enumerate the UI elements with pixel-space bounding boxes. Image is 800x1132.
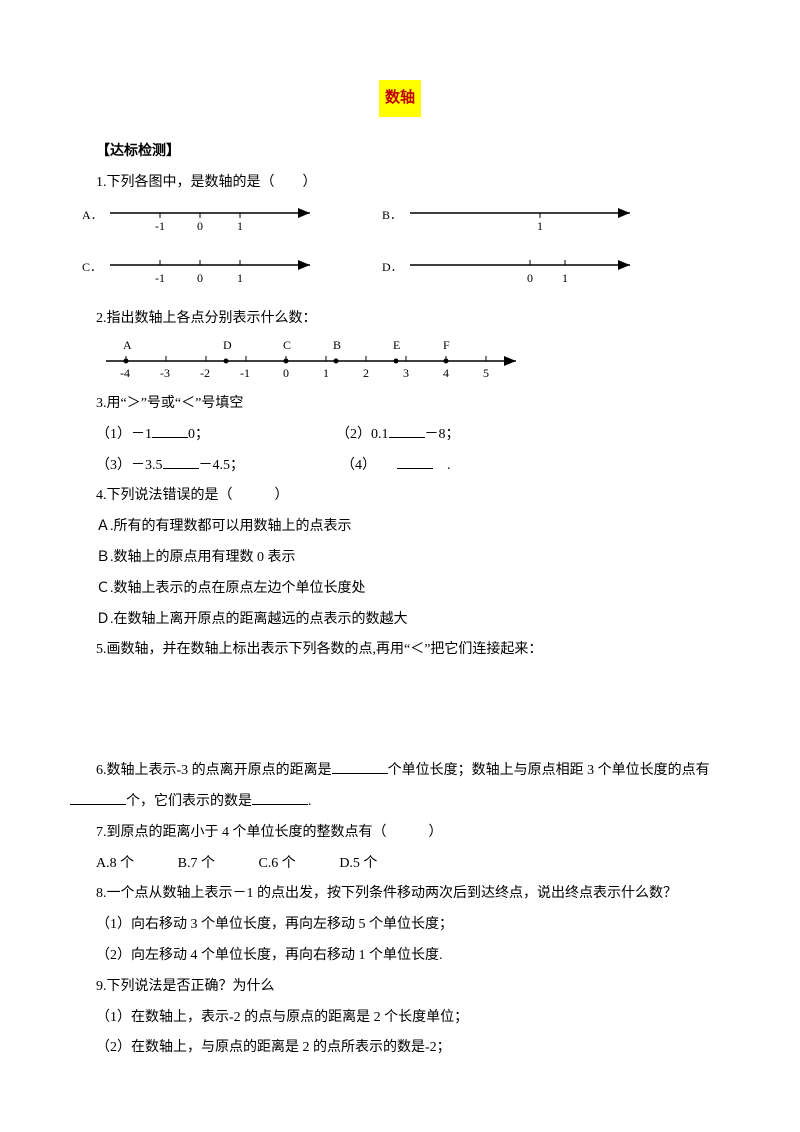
q9-text: 9.下列说法是否正确？为什么 (96, 972, 730, 1003)
q3-p3b: －4.5； (199, 458, 245, 473)
q4-C: Ｃ.数轴上表示的点在原点左边个单位长度处 (96, 574, 730, 605)
q6-line2: 个，它们表示的数是. (70, 787, 730, 818)
opt-B-label: B． (382, 208, 402, 222)
q1-fig-C: C． -1 0 1 (80, 251, 380, 300)
q7-B: B.7 个 (178, 849, 215, 880)
q7-options: A.8 个 B.7 个 C.6 个 D.5 个 (96, 849, 730, 880)
q3-p2a: （2）0.1 (336, 427, 389, 442)
q2-fig: -4 -3 -2 -1 0 1 2 3 4 5 A D C B E F (96, 335, 730, 385)
svg-text:1: 1 (562, 271, 568, 285)
svg-text:1: 1 (537, 219, 543, 233)
svg-text:E: E (393, 338, 400, 352)
svg-text:D: D (223, 338, 232, 352)
svg-text:3: 3 (403, 366, 409, 380)
svg-text:2: 2 (363, 366, 369, 380)
blank[interactable] (332, 759, 388, 774)
svg-text:5: 5 (483, 366, 489, 380)
svg-text:B: B (333, 338, 341, 352)
svg-text:0: 0 (527, 271, 533, 285)
q7-D: D.5 个 (339, 849, 377, 880)
q3-p4a: （4） (341, 458, 369, 473)
svg-text:1: 1 (237, 271, 243, 285)
page: 数轴 【达标检测】 1.下列各图中，是数轴的是（ ） A． -1 0 1 B． (0, 0, 800, 1104)
blank[interactable] (389, 423, 425, 438)
page-title: 数轴 (379, 80, 421, 117)
q4-B: Ｂ.数轴上的原点用有理数 0 表示 (96, 543, 730, 574)
title-wrap: 数轴 (70, 80, 730, 117)
q1-fig-B: B． 1 (380, 199, 680, 248)
svg-text:0: 0 (197, 271, 203, 285)
q3-p1b: 0； (188, 427, 209, 442)
q4-A: Ａ.所有的有理数都可以用数轴上的点表示 (96, 512, 730, 543)
opt-A-label: A． (82, 208, 103, 222)
q1-fig-row-2: C． -1 0 1 D． 0 1 (80, 251, 730, 300)
blank-space (70, 666, 730, 756)
q6-line1: 6.数轴上表示-3 的点离开原点的距离是 个单位长度；数轴上与原点相距 3 个单位… (96, 756, 730, 787)
svg-text:C: C (283, 338, 291, 352)
q9-p1: （1）在数轴上，表示-2 的点与原点的距离是 2 个长度单位； (96, 1003, 730, 1034)
q7-C: C.6 个 (258, 849, 295, 880)
q3-p2b: －8； (425, 427, 460, 442)
q3-row1: （1）－1 0； （2）0.1 －8； (96, 420, 730, 451)
q6-c: 个，它们表示的数是 (126, 794, 252, 809)
svg-text:A: A (123, 338, 132, 352)
blank[interactable] (397, 454, 433, 469)
svg-text:1: 1 (323, 366, 329, 380)
svg-text:1: 1 (237, 219, 243, 233)
q1-fig-A: A． -1 0 1 (80, 199, 380, 248)
svg-text:-2: -2 (200, 366, 210, 380)
blank[interactable] (70, 790, 126, 805)
q7-A: A.8 个 (96, 849, 134, 880)
svg-text:-3: -3 (160, 366, 170, 380)
q3-p3a: （3）－3.5 (96, 458, 163, 473)
q4-D: Ｄ.在数轴上离开原点的距离越远的点表示的数越大 (96, 605, 730, 636)
q6-b: 个单位长度；数轴上与原点相距 3 个单位长度的点有 (388, 763, 710, 778)
q8-p2: （2）向左移动 4 个单位长度，再向右移动 1 个单位长度. (96, 941, 730, 972)
q2-numberline: -4 -3 -2 -1 0 1 2 3 4 5 A D C B E F (96, 335, 536, 385)
q3-p1a: （1）－1 (96, 427, 152, 442)
blank[interactable] (252, 790, 308, 805)
svg-text:4: 4 (443, 366, 449, 380)
blank[interactable] (163, 454, 199, 469)
blank[interactable] (152, 423, 188, 438)
svg-text:-1: -1 (240, 366, 250, 380)
q3-text: 3.用“＞”号或“＜”号填空 (96, 389, 730, 420)
opt-C-label: C． (82, 260, 102, 274)
q8-p1: （1）向右移动 3 个单位长度，再向左移动 5 个单位长度； (96, 910, 730, 941)
q2-text: 2.指出数轴上各点分别表示什么数： (96, 304, 730, 335)
svg-text:0: 0 (197, 219, 203, 233)
svg-text:-1: -1 (155, 219, 165, 233)
q9-p2: （2）在数轴上，与原点的距离是 2 的点所表示的数是-2； (96, 1033, 730, 1064)
svg-text:0: 0 (283, 366, 289, 380)
q5-text: 5.画数轴，并在数轴上标出表示下列各数的点,再用“＜”把它们连接起来： (96, 635, 730, 666)
q3-row2: （3）－3.5 －4.5； （4） . (96, 451, 730, 482)
q7-text: 7.到原点的距离小于 4 个单位长度的整数点有（ ） (96, 818, 730, 849)
svg-text:-1: -1 (155, 271, 165, 285)
q4-text: 4.下列说法错误的是（ ） (96, 481, 730, 512)
q1-fig-D: D． 0 1 (380, 251, 680, 300)
q6-a: 6.数轴上表示-3 的点离开原点的距离是 (96, 763, 332, 778)
q8-text: 8.一个点从数轴上表示－1 的点出发，按下列条件移动两次后到达终点，说出终点表示… (96, 879, 730, 910)
q1-text: 1.下列各图中，是数轴的是（ ） (96, 168, 730, 199)
section-label: 【达标检测】 (96, 137, 730, 168)
q1-fig-row-1: A． -1 0 1 B． 1 (80, 199, 730, 248)
svg-text:F: F (443, 338, 450, 352)
svg-text:-4: -4 (120, 366, 130, 380)
q6-d: . (308, 794, 312, 809)
opt-D-label: D． (382, 260, 403, 274)
q3-p4b: . (447, 458, 451, 473)
